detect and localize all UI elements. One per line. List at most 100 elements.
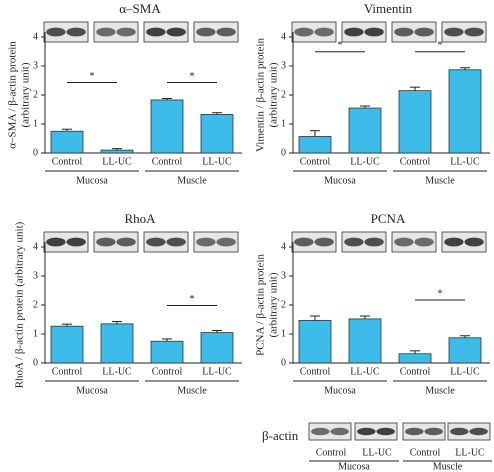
blot-band [444,27,464,37]
y-tick-label: 3 [33,60,38,71]
bar [448,69,482,154]
bar [150,340,184,364]
bar [150,99,184,154]
x-tick-label: LL-UC [202,366,232,377]
blot-band [166,27,186,37]
x-tick-label: Control [300,366,331,377]
blot-band [96,237,116,247]
y-tick-label: 3 [281,60,286,71]
significance-label: * [190,71,195,82]
bar [100,149,134,154]
loading-control-label: β-actin [262,428,299,443]
bar [398,90,432,154]
x-tick-label: LL-UC [350,366,380,377]
group-label: Muscle [425,385,455,396]
y-axis-label: Vimentin / β-actin protein [255,38,267,152]
blot-band [116,27,136,37]
blot-band [196,237,216,247]
x-tick-label: Control [400,366,431,377]
x-tick-label: LL-UC [202,156,232,167]
y-tick-label: 1 [33,118,38,129]
group-label: Muscle [177,175,207,186]
blot-strip [447,422,491,441]
significance-label: * [338,40,343,51]
blot-band [376,427,395,436]
y-axis-label: α–SMA / β-actin protein [7,41,19,149]
group-label: Muscle [177,385,207,396]
bar [298,319,332,364]
chart-title: Vimentin [364,1,413,16]
blot-band [66,237,86,247]
blot-strip [441,21,487,43]
blot-band [344,237,364,247]
group-label: Muscle [425,175,455,186]
y-tick-label: 2 [281,299,286,310]
y-tick-label: 0 [33,357,38,368]
y-tick-label: 4 [281,31,286,42]
x-tick-label: Control [52,366,83,377]
blot-band [196,27,216,37]
blot-strip [402,422,446,441]
chart-title: RhoA [124,211,156,226]
loading-control-group: Mucosa [338,461,370,472]
x-tick-label: Control [300,156,331,167]
blot-band [216,27,236,37]
blot-band [146,237,166,247]
blot-band [216,237,236,247]
blot-strip [143,21,189,43]
x-tick-label: LL-UC [450,156,480,167]
blot-band [394,27,414,37]
significance-label: * [190,294,195,305]
y-tick-label: 2 [281,89,286,100]
significance-label: * [438,288,443,299]
blot-band [464,27,484,37]
bar [200,332,234,364]
blot-band [344,27,364,37]
x-tick-label: Control [152,156,183,167]
blot-band [294,237,314,247]
blot-band [357,427,376,436]
y-tick-label: 0 [281,147,286,158]
blot-strip [391,231,437,253]
chart-title: PCNA [371,211,406,226]
group-label: Mucosa [76,385,108,396]
y-axis-label: (arbitrary unit) [20,62,32,127]
y-axis-label: (arbitrary unit) [268,272,280,337]
blot-band [46,27,66,37]
y-tick-label: 1 [281,328,286,339]
blot-strip [354,422,398,441]
y-tick-label: 4 [281,241,286,252]
blot-strip [43,21,89,43]
bar [100,323,134,364]
blot-band [96,27,116,37]
blot-strip [143,231,189,253]
blot-band [146,27,166,37]
y-tick-label: 2 [33,299,38,310]
bar [448,337,482,364]
blot-band [405,427,424,436]
x-tick-label: LL-UC [450,366,480,377]
blot-band [394,237,414,247]
blot-band [469,427,488,436]
blot-strip [193,231,239,253]
chart-title: α–SMA [119,1,161,16]
bar [298,136,332,154]
group-label: Mucosa [324,175,356,186]
y-tick-label: 0 [33,147,38,158]
blot-band [294,27,314,37]
blot-strip [93,231,139,253]
blot-band [314,237,334,247]
bar [50,130,84,154]
y-tick-label: 4 [33,31,38,42]
blot-band [444,237,464,247]
group-label: Mucosa [324,385,356,396]
blot-band [46,237,66,247]
blot-band [414,237,434,247]
significance-label: * [90,71,95,82]
loading-control-category: Control [410,447,441,458]
bar [348,107,382,154]
bar [200,114,234,154]
x-tick-label: LL-UC [350,156,380,167]
y-tick-label: 4 [33,241,38,252]
